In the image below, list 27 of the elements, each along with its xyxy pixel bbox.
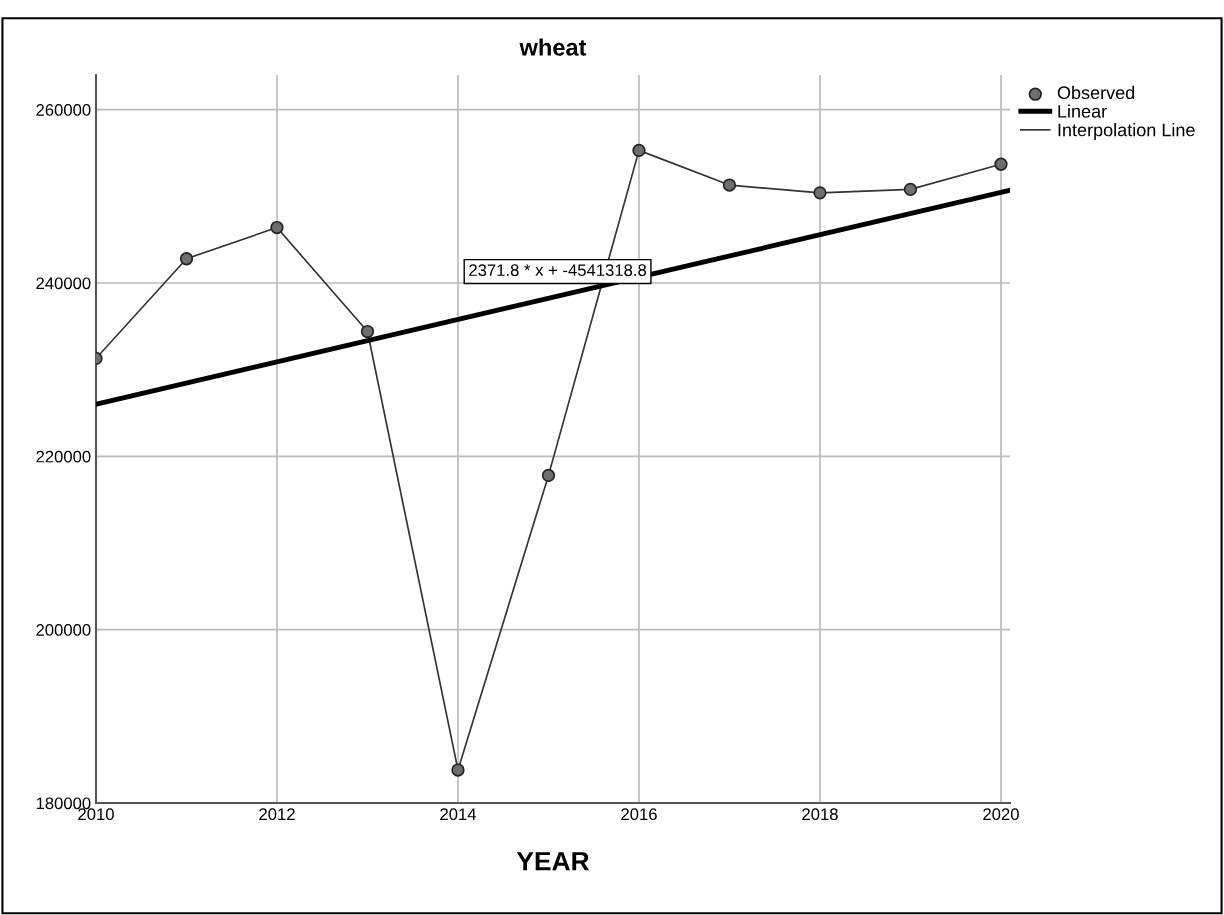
y-tick-label: 200000 — [36, 624, 91, 636]
point — [632, 143, 646, 158]
x-axis-title: YEAR — [516, 852, 590, 871]
y-tick-label: 220000 — [36, 450, 91, 463]
x-tick-label: 2010 — [78, 808, 114, 821]
y-tick-label: 260000 — [36, 104, 91, 116]
annotation: 2371.8 * x + -4541318.8 — [469, 264, 647, 277]
point — [179, 252, 194, 266]
point — [360, 324, 375, 339]
x-tick-label: 2020 — [983, 808, 1019, 821]
x-tick-label: 2014 — [440, 808, 477, 821]
point — [994, 157, 1008, 171]
chart-title: wheat — [519, 38, 587, 56]
y-tick-label: 240000 — [36, 277, 91, 290]
x-tick-label: 2012 — [259, 808, 295, 821]
legend-label: Observed — [1057, 85, 1135, 100]
point — [813, 186, 827, 200]
x-tick-label: 2018 — [802, 808, 838, 821]
x-tick-label: 2016 — [621, 808, 657, 821]
point — [270, 220, 284, 235]
y-tick-label: 180000 — [36, 797, 91, 810]
point — [541, 468, 556, 483]
point — [722, 178, 737, 192]
point — [903, 182, 918, 197]
legend-label: Linear — [1058, 104, 1107, 118]
legend-label: Interpolation Line — [1058, 123, 1195, 140]
point — [451, 763, 465, 777]
